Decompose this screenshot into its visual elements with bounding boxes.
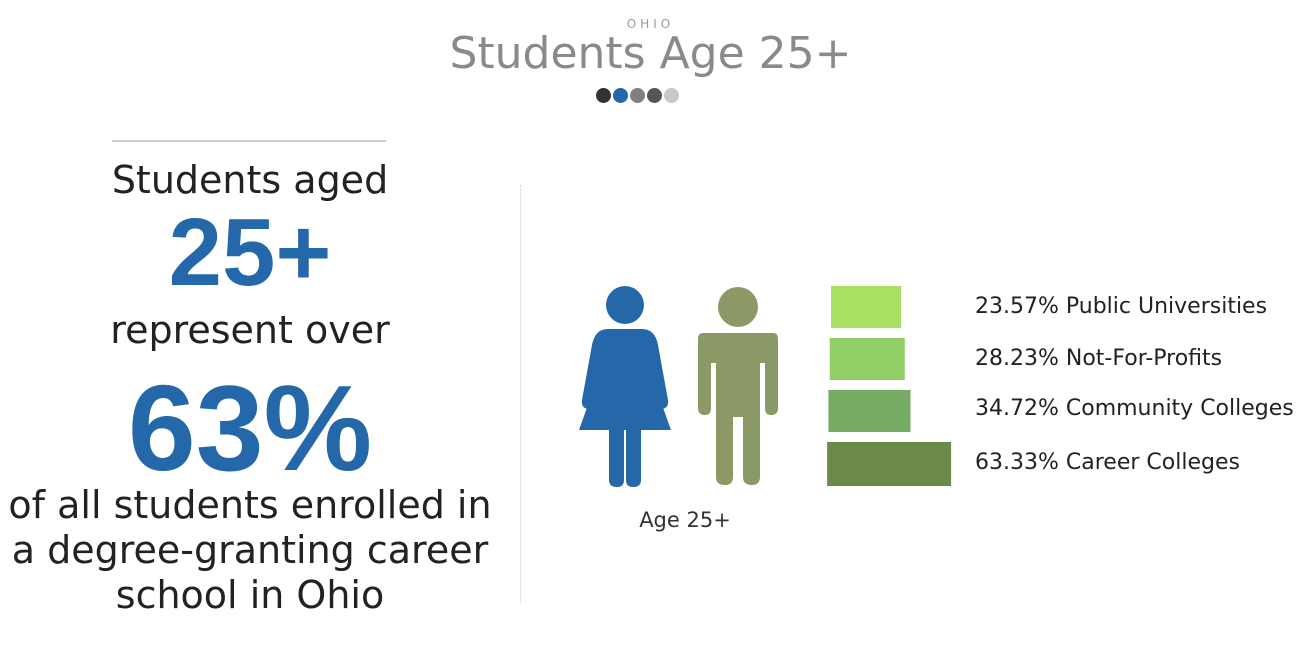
age-group-label: Age 25+	[639, 508, 731, 532]
vertical-divider	[520, 185, 521, 603]
stacked-bars-chart	[827, 286, 952, 486]
male-person-icon	[698, 287, 778, 485]
category-label: 63.33% Career Colleges	[975, 450, 1240, 475]
big-number-percent: 63%	[127, 360, 373, 496]
statement-line-3: of all students enrolled in a degree-gra…	[0, 483, 500, 618]
dot-5	[664, 88, 679, 103]
dot-4	[647, 88, 662, 103]
statement-line-3a: of all students enrolled in	[8, 483, 492, 527]
bar-public-universities	[831, 286, 902, 328]
page-title: Students Age 25+	[449, 28, 852, 79]
dot-3	[630, 88, 645, 103]
category-label: 34.72% Community Colleges	[975, 396, 1294, 421]
statement-line-3b: a degree-granting career	[11, 528, 489, 572]
big-number-age: 25+	[168, 199, 332, 306]
region-label: OHIO	[626, 17, 675, 31]
bar-community-colleges	[828, 390, 911, 432]
category-label: 28.23% Not-For-Profits	[975, 346, 1223, 371]
female-person-icon	[579, 286, 671, 487]
dot-1	[596, 88, 611, 103]
statement-line-3c: school in Ohio	[115, 573, 385, 617]
bar-career-colleges	[827, 442, 952, 486]
people-icons	[579, 286, 778, 487]
bar-not-for-profits	[829, 338, 905, 380]
statement-line-2: represent over	[110, 308, 390, 352]
statement-line-1: Students aged	[111, 158, 389, 202]
divider-rule	[112, 140, 386, 142]
dot-indicator	[596, 88, 679, 103]
dot-2	[613, 88, 628, 103]
category-label: 23.57% Public Universities	[975, 294, 1268, 319]
